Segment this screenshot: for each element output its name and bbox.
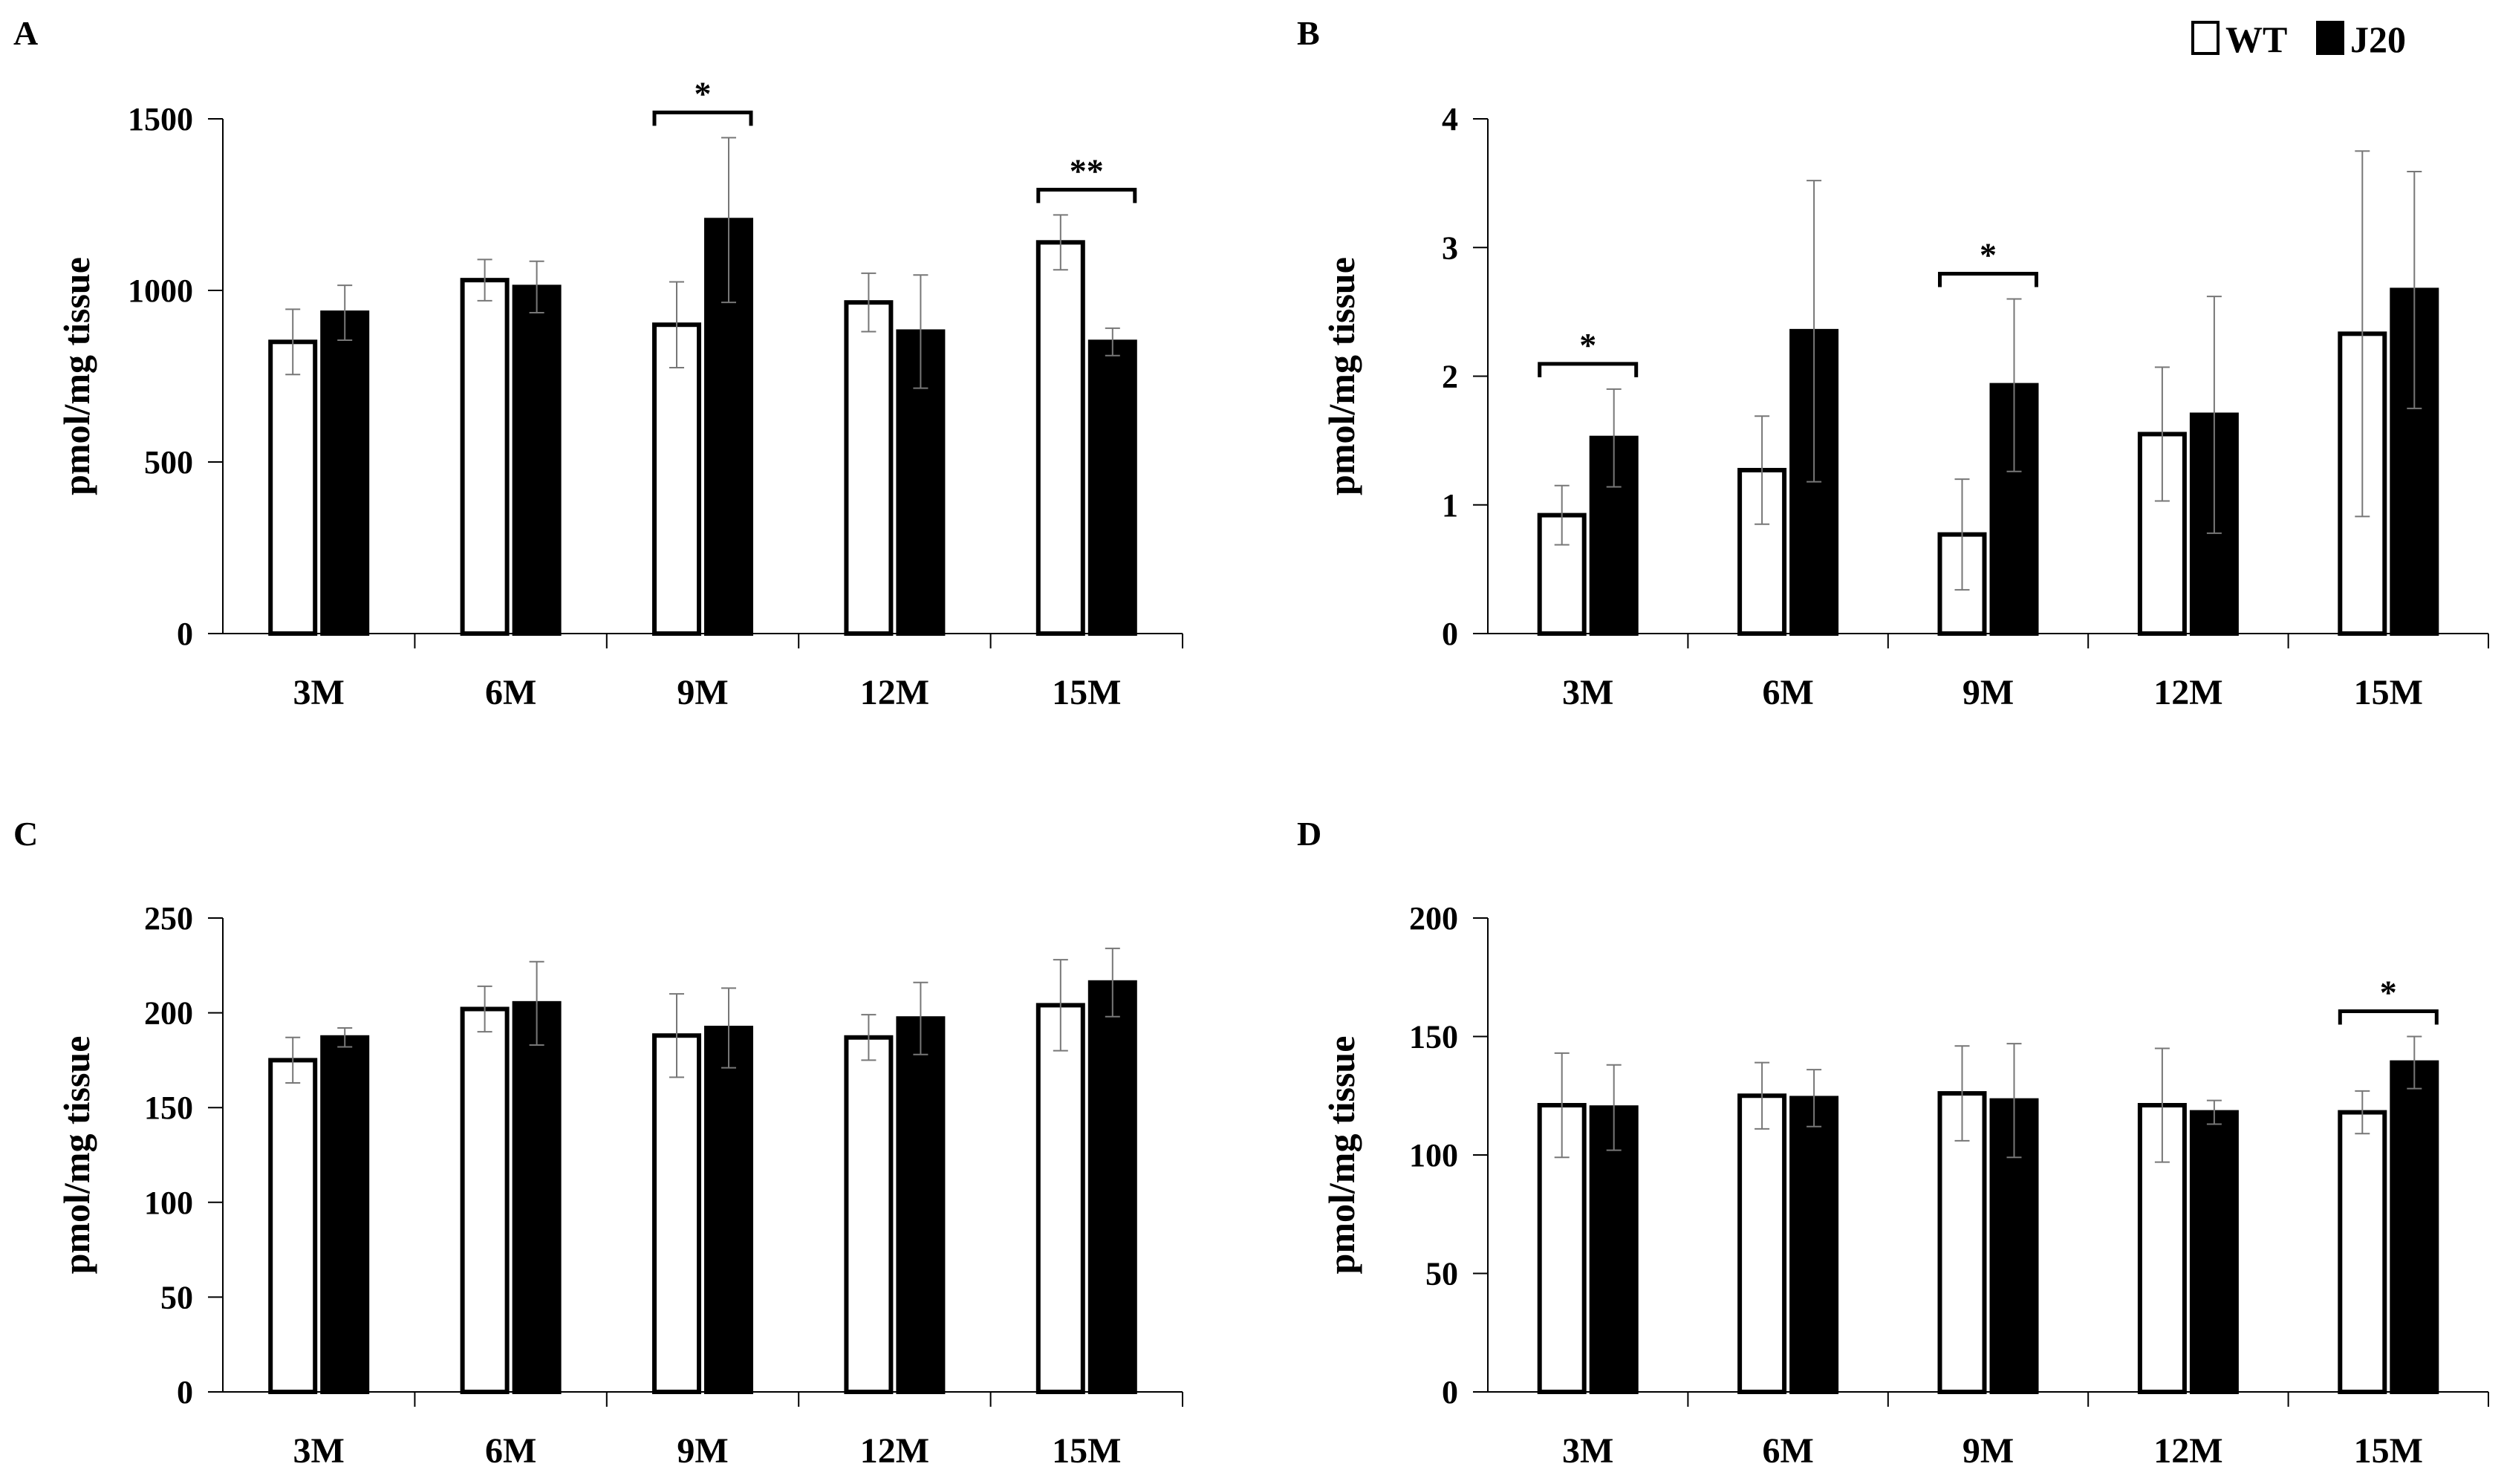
y-tick-label: 0 (177, 1374, 193, 1410)
x-tick-label: 15M (2354, 673, 2423, 712)
y-tick-label: 3 (1442, 230, 1458, 266)
x-tick-label: 9M (677, 1431, 728, 1471)
significance-marker: * (2380, 974, 2397, 1012)
x-tick-label: 6M (1762, 673, 1813, 712)
x-tick-label: 3M (293, 673, 345, 712)
panel-letter: A (13, 14, 38, 52)
significance-marker: * (1579, 326, 1596, 364)
x-tick-label: 6M (485, 673, 536, 712)
x-tick-label: 9M (1962, 1431, 2014, 1471)
legend-swatch-j20 (2316, 21, 2344, 55)
y-tick-label: 4 (1442, 101, 1458, 137)
bar-wt-9m (652, 322, 701, 636)
y-axis-label: pmol/mg tissue (56, 257, 97, 495)
y-tick-label: 200 (144, 995, 193, 1032)
y-tick-label: 150 (144, 1090, 193, 1126)
y-tick-label: 100 (1409, 1137, 1458, 1174)
y-tick-label: 250 (144, 900, 193, 937)
x-tick-label: 6M (1762, 1431, 1813, 1471)
significance-bracket (2338, 1009, 2439, 1025)
x-tick-label: 12M (860, 673, 929, 712)
bar-wt-15m (2338, 1110, 2387, 1394)
panel-letter: B (1297, 14, 1320, 52)
bar-wt-9m (652, 1033, 701, 1394)
x-tick-label: 3M (1562, 1431, 1613, 1471)
y-tick-label: 2 (1442, 359, 1458, 395)
significance-marker: ** (1070, 152, 1104, 189)
significance-bracket (1538, 362, 1639, 377)
bar-j20-12m (2189, 1110, 2239, 1394)
y-tick-label: 0 (177, 616, 193, 652)
legend-label-j20: J20 (2350, 19, 2406, 60)
bar-j20-3m (320, 1035, 370, 1394)
legend-swatch-wt (2191, 21, 2220, 55)
bar-wt-12m (844, 300, 894, 636)
significance-bracket (652, 110, 753, 126)
significance-bracket (1938, 272, 2038, 287)
x-tick-label: 15M (2354, 1431, 2423, 1471)
x-tick-label: 12M (860, 1431, 929, 1471)
y-tick-label: 0 (1442, 1374, 1458, 1410)
bar-j20-3m (320, 310, 370, 636)
bar-wt-3m (268, 339, 318, 636)
y-tick-label: 0 (1442, 616, 1458, 652)
y-tick-label: 500 (144, 444, 193, 481)
x-tick-label: 12M (2153, 673, 2222, 712)
y-tick-label: 50 (1425, 1256, 1458, 1292)
x-tick-label: 15M (1052, 1431, 1121, 1471)
x-tick-label: 3M (293, 1431, 345, 1471)
x-tick-label: 9M (677, 673, 728, 712)
bar-wt-12m (844, 1035, 894, 1394)
y-tick-label: 1000 (128, 273, 193, 309)
x-tick-label: 3M (1562, 673, 1613, 712)
bar-wt-6m (460, 1006, 510, 1394)
y-tick-label: 1500 (128, 101, 193, 137)
bar-j20-15m (2390, 1060, 2439, 1394)
bar-j20-15m (1087, 339, 1137, 636)
bar-wt-15m (1035, 1003, 1085, 1394)
bar-j20-3m (1589, 1105, 1639, 1394)
y-axis-label: pmol/mg tissue (56, 1036, 97, 1275)
y-tick-label: 100 (144, 1185, 193, 1221)
bar-j20-15m (1087, 980, 1137, 1394)
x-tick-label: 6M (485, 1431, 536, 1471)
x-tick-label: 12M (2153, 1431, 2222, 1471)
significance-marker: * (1980, 236, 1997, 274)
bar-j20-9m (704, 1026, 753, 1394)
panel-letter: D (1297, 815, 1321, 853)
significance-bracket (1036, 187, 1137, 204)
legend-label-wt: WT (2225, 19, 2287, 60)
y-tick-label: 1 (1442, 487, 1458, 524)
y-tick-label: 50 (160, 1279, 193, 1315)
bar-wt-9m (1937, 1091, 1987, 1395)
y-tick-label: 200 (1409, 900, 1458, 937)
y-tick-label: 150 (1409, 1019, 1458, 1055)
bar-j20-6m (1789, 1096, 1839, 1394)
bar-wt-15m (1035, 240, 1085, 636)
x-tick-label: 15M (1052, 673, 1121, 712)
bar-j20-6m (512, 284, 562, 636)
bar-wt-6m (1737, 1093, 1787, 1394)
legend: WT J20 (2191, 19, 2406, 60)
significance-marker: * (695, 74, 712, 112)
y-axis-label: pmol/mg tissue (1321, 1036, 1362, 1275)
x-tick-label: 9M (1962, 673, 2014, 712)
bar-wt-3m (268, 1058, 318, 1395)
bar-j20-6m (512, 1000, 562, 1394)
bar-j20-12m (896, 1016, 946, 1394)
bar-wt-6m (460, 278, 510, 636)
y-axis-label: pmol/mg tissue (1321, 257, 1362, 495)
panel-letter: C (13, 815, 38, 853)
